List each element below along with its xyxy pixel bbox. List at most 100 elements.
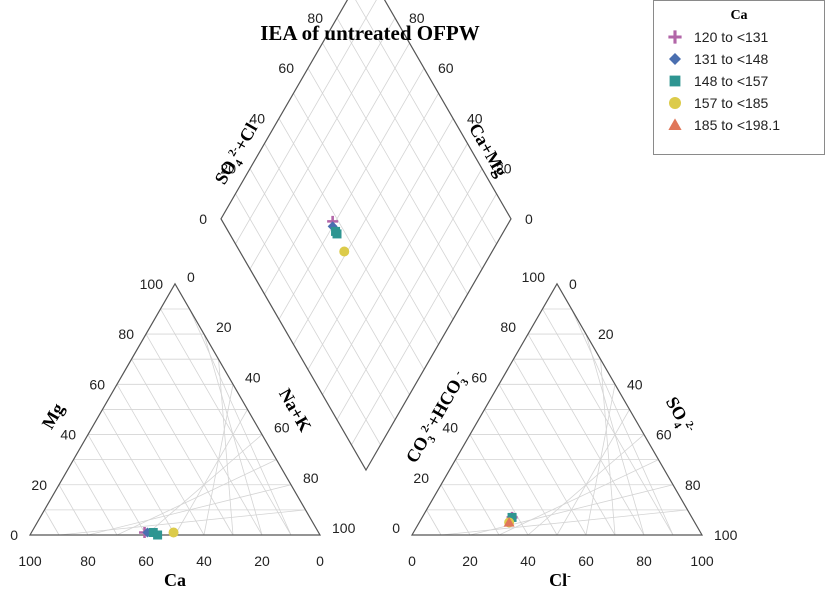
cation-triangle-gridline	[73, 459, 118, 536]
anion-triangle-gridline	[498, 384, 587, 536]
cation-triangle-gridline	[58, 484, 89, 536]
cation-right-tick: 40	[245, 369, 261, 385]
diamond-right-tick: 60	[438, 60, 454, 76]
cation-right-tick: 20	[216, 319, 232, 335]
diamond-gridline	[249, 17, 396, 270]
cation-left-tick: 80	[118, 326, 134, 342]
anion-triangle-gridline	[600, 359, 616, 536]
anion-left-tick: 0	[392, 520, 400, 536]
anion-carbonate-axis-label: CO32-+HCO3-	[402, 368, 474, 469]
diamond-data-point	[332, 229, 342, 239]
cation-data-point	[153, 530, 163, 540]
diamond-gridline	[322, 42, 468, 295]
legend-label: 157 to <185	[694, 95, 769, 111]
anion-triangle-gridline	[484, 409, 558, 536]
diamond-frame	[220, 0, 512, 472]
cation-triangle-gridline	[116, 384, 205, 536]
diamond-marker-shape	[669, 53, 681, 65]
anion-data-point	[503, 516, 515, 527]
square-marker-icon	[669, 75, 681, 87]
diamond-left-tick: 40	[249, 110, 265, 126]
anion-bottom-tick: 100	[690, 553, 714, 569]
diamond-data-point	[339, 246, 350, 257]
legend-item: 148 to <157	[654, 70, 824, 92]
legend-item: 185 to <198.1	[654, 114, 824, 136]
cation-triangle-gridline	[145, 333, 263, 536]
legend-label: 185 to <198.1	[694, 117, 781, 133]
legend-title: Ca	[730, 8, 748, 23]
anion-data-point	[507, 512, 517, 522]
cation-left-tick: 0	[10, 527, 18, 543]
cation-left-tick: 100	[140, 276, 164, 292]
plus-marker-shape	[668, 30, 682, 44]
cation-bottom-tick: 60	[138, 553, 154, 569]
cation-right-tick: 60	[274, 420, 290, 436]
diamond-left-tick: 60	[278, 60, 294, 76]
triangle-marker-shape	[668, 118, 682, 130]
anion-triangle-gridline	[440, 484, 471, 536]
points-layer	[139, 215, 518, 540]
cation-triangle-gridline	[87, 434, 147, 536]
chart-title: IEA of untreated OFPW	[260, 21, 480, 45]
cation-triangle-gridline	[160, 308, 292, 536]
anion-triangle-gridline	[556, 409, 630, 536]
legend-label: 131 to <148	[694, 51, 769, 67]
cation-data-point	[168, 527, 179, 538]
anion-left-tick: 40	[442, 420, 458, 436]
anion-bottom-tick: 0	[408, 553, 416, 569]
anion-triangle-gridline	[426, 509, 442, 536]
legend-item: 131 to <148	[654, 48, 824, 70]
cation-triangle-gridline	[102, 409, 176, 536]
anion-triangle-frame	[410, 282, 704, 536]
anion-triangle-gridline	[542, 308, 674, 536]
cation-bottom-tick: 20	[254, 553, 270, 569]
cation-left-tick: 60	[89, 376, 105, 392]
diamond-gridline	[293, 93, 439, 345]
anion-bottom-tick: 80	[636, 553, 652, 569]
anion-triangle-gridline	[527, 333, 645, 536]
legend-item: 120 to <131	[654, 26, 824, 48]
diamond-left-tick: 20	[220, 161, 236, 177]
anion-triangle-gridline	[571, 308, 674, 536]
square-marker-shape	[669, 75, 681, 87]
cation-left-tick: 20	[31, 477, 47, 493]
anion-left-tick: 20	[413, 470, 429, 486]
cation-bottom-tick: 100	[18, 553, 42, 569]
cation-triangle-gridline	[189, 308, 292, 536]
cation-bottom-tick: 0	[316, 553, 324, 569]
anion-left-tick: 60	[471, 369, 487, 385]
anion-right-tick: 80	[685, 477, 701, 493]
diamond-so4cl-axis-label: SO42-+Cl-	[210, 116, 266, 189]
anion-right-tick: 0	[569, 276, 577, 292]
anion-triangle-gridline	[455, 459, 500, 536]
legend: Ca 120 to <131 131 to <148 148 to <157 1…	[653, 0, 825, 155]
diamond-marker-icon	[669, 53, 681, 65]
diamond-gridline	[264, 42, 410, 295]
anion-right-tick: 60	[656, 427, 672, 443]
legend-label: 148 to <157	[694, 73, 769, 89]
plus-marker-icon	[668, 30, 682, 44]
anion-bottom-tick: 60	[578, 553, 594, 569]
cation-bottom-tick: 40	[196, 553, 212, 569]
cation-triangle-gridline	[218, 359, 234, 536]
anion-right-tick: 40	[627, 376, 643, 392]
cation-ca-axis-label: Ca	[164, 570, 186, 590]
cation-right-tick: 100	[332, 520, 356, 536]
anion-left-tick: 80	[500, 319, 516, 335]
anion-bottom-tick: 20	[462, 553, 478, 569]
circle-marker-icon	[669, 97, 681, 109]
diamond-right-tick: 0	[525, 211, 533, 227]
anion-left-tick: 100	[522, 269, 546, 285]
cation-right-tick: 0	[187, 269, 195, 285]
cation-triangle-gridline	[44, 509, 60, 536]
triangle-marker-icon	[668, 118, 682, 130]
diamond-right-tick: 20	[496, 161, 512, 177]
legend-label: 120 to <131	[694, 29, 769, 45]
anion-cl-axis-label: Cl-	[549, 570, 571, 590]
anion-bottom-tick: 40	[520, 553, 536, 569]
diamond-gridline	[278, 67, 425, 320]
anion-right-tick: 20	[598, 326, 614, 342]
cation-left-tick: 40	[60, 427, 76, 443]
diamond-gridline	[355, 0, 497, 245]
